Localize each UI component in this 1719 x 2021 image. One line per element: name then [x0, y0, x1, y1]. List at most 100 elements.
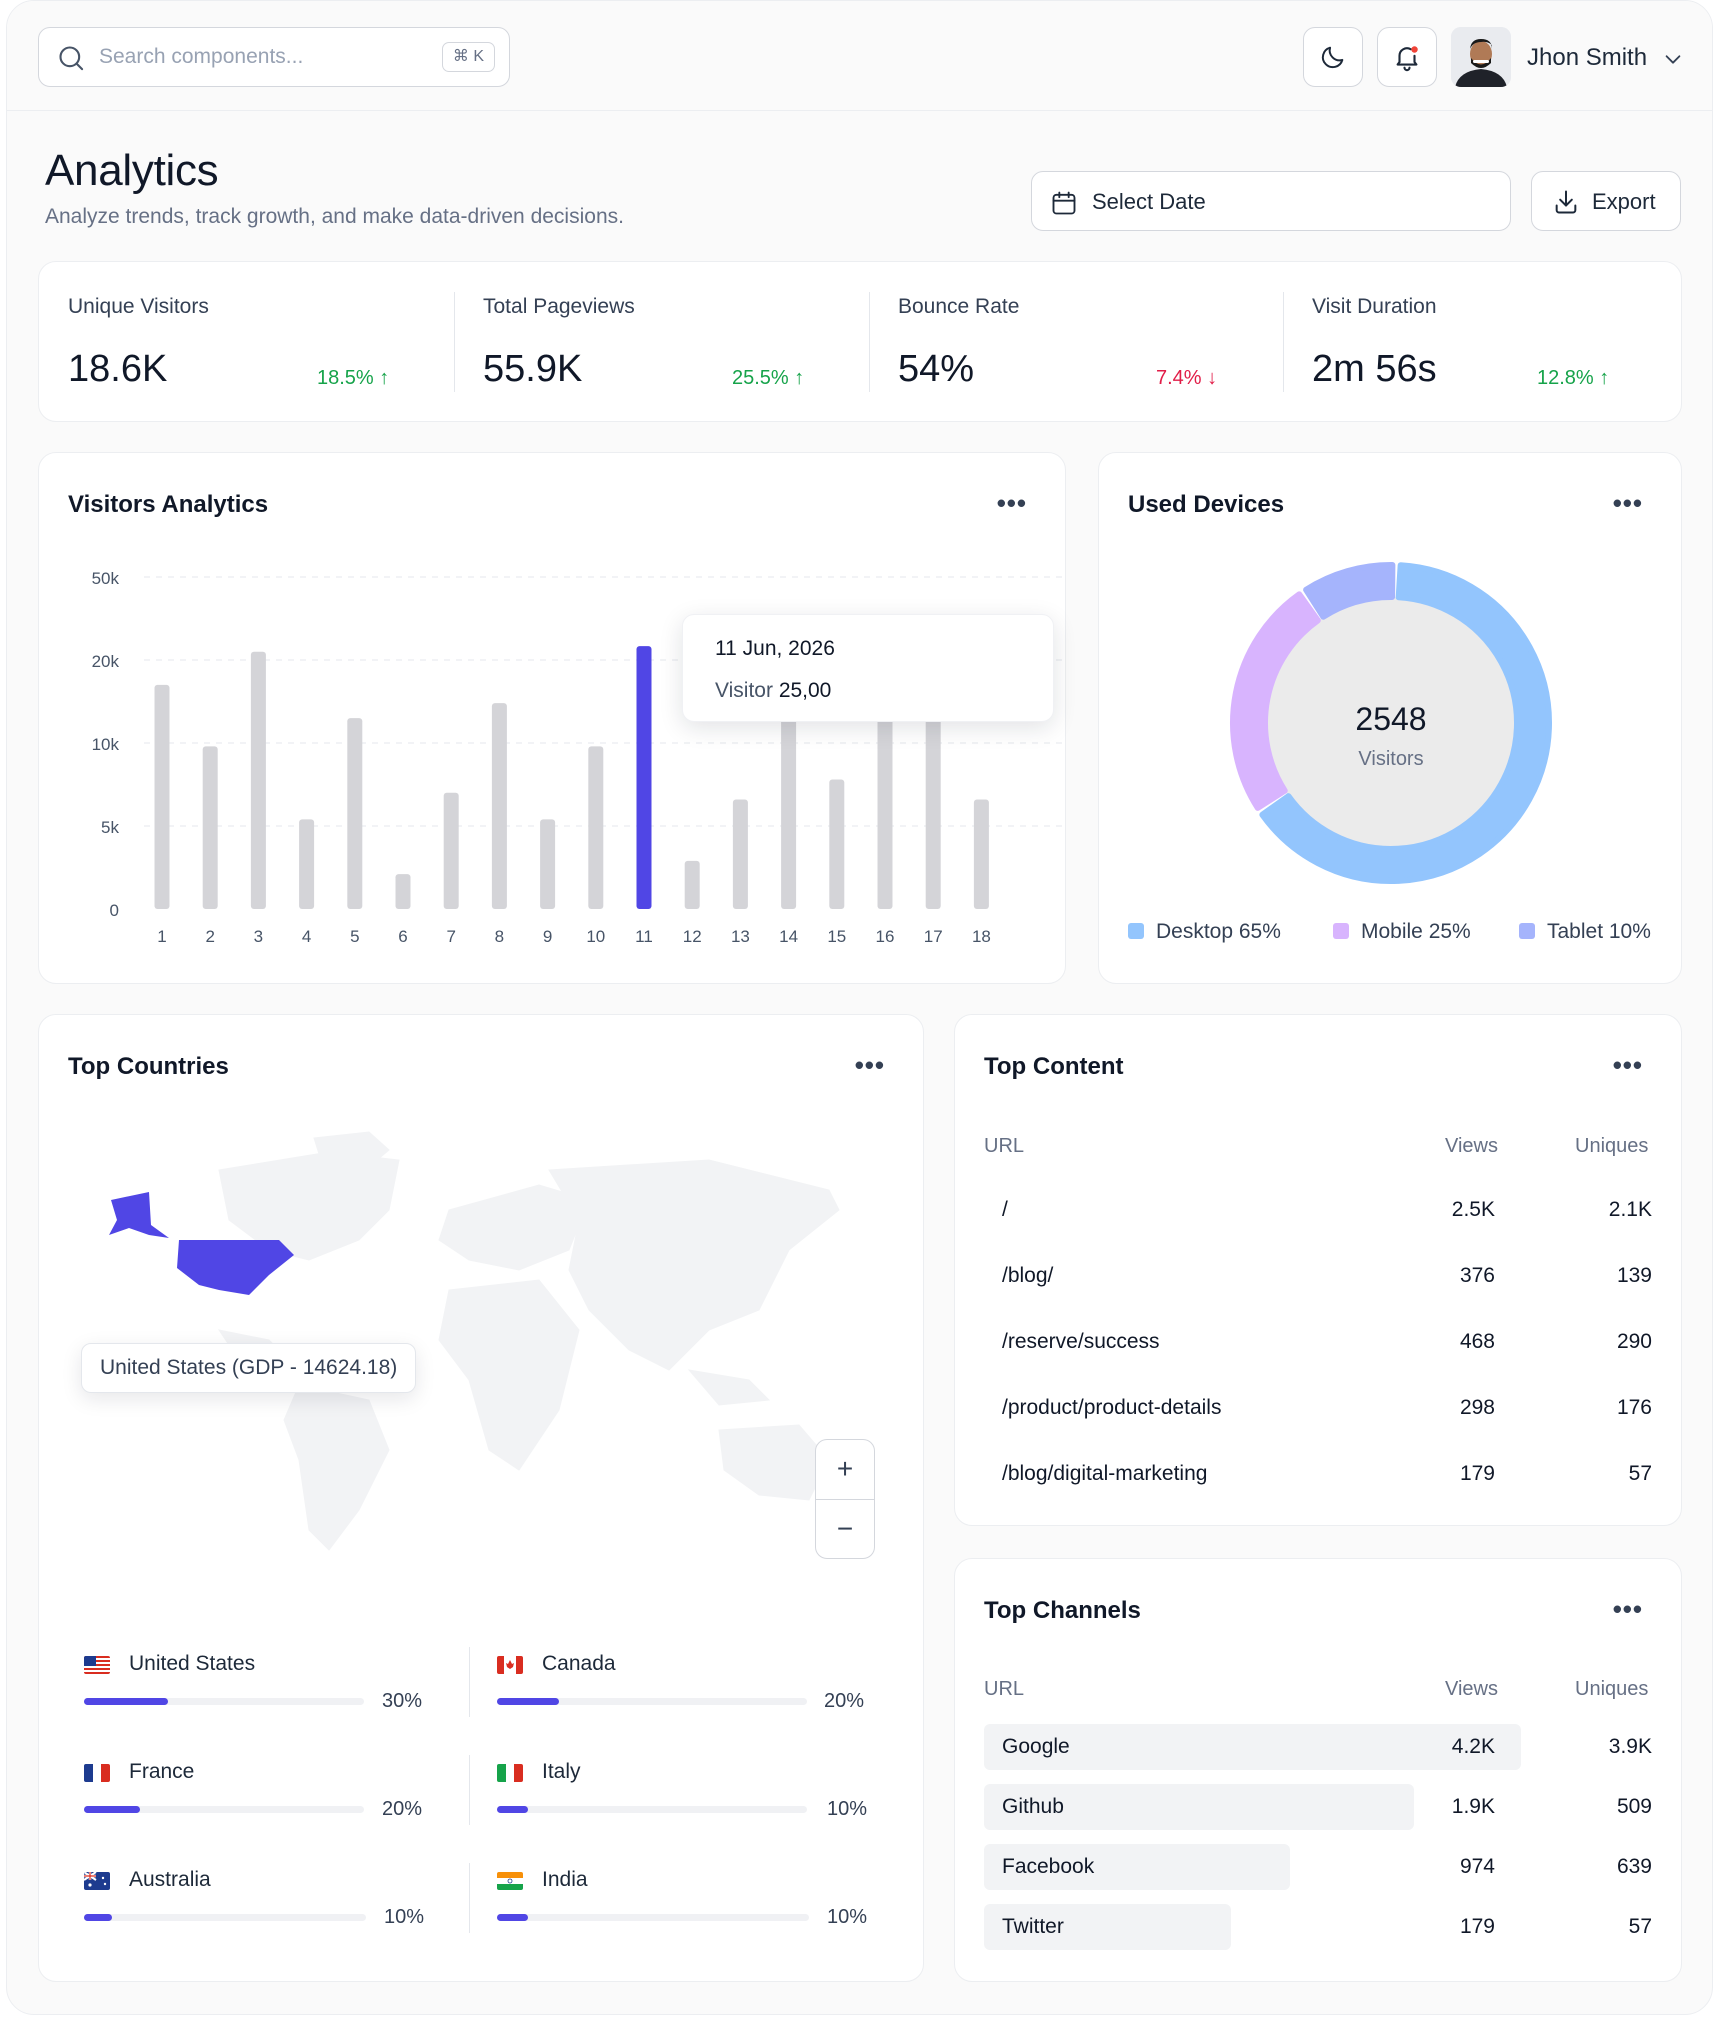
more-options-icon[interactable]: •••: [1612, 488, 1643, 518]
user-name[interactable]: Jhon Smith: [1527, 44, 1648, 71]
cell-views: 298: [1459, 1396, 1495, 1419]
column-header-views: Views: [1445, 1678, 1498, 1700]
column-header-url: URL: [984, 1678, 1025, 1700]
flag-in-icon: [497, 1872, 523, 1890]
zoom-in-button[interactable]: +: [836, 1453, 854, 1484]
country-percent: 20%: [824, 1690, 865, 1712]
cell-uniques: 139: [1616, 1264, 1652, 1287]
y-tick-label: 10k: [92, 735, 120, 754]
progress-track: [84, 1806, 364, 1813]
arrow-up-icon: ↑: [379, 367, 390, 389]
chart-bar: [588, 746, 604, 909]
cell-url[interactable]: /blog/: [1002, 1264, 1054, 1287]
top-bar: Search components... ⌘ K Jhon Smith: [7, 1, 1712, 111]
country-percent: 10%: [827, 1906, 868, 1928]
progress-fill: [84, 1806, 140, 1813]
arrow-up-icon: ↑: [794, 367, 805, 389]
chevron-down-icon[interactable]: [1662, 48, 1684, 70]
select-date-button[interactable]: Select Date: [1031, 171, 1511, 231]
cell-url[interactable]: /blog/digital-marketing: [1002, 1462, 1208, 1485]
chart-bar: [636, 646, 652, 909]
stat-label: Unique Visitors: [68, 295, 209, 318]
progress-fill: [84, 1914, 113, 1921]
cell-url[interactable]: /: [1002, 1198, 1008, 1221]
progress-fill: [497, 1698, 559, 1705]
cell-url[interactable]: /reserve/success: [1002, 1330, 1160, 1353]
cell-uniques: 176: [1616, 1396, 1652, 1419]
map-tooltip: United States (GDP - 14624.18): [81, 1343, 417, 1393]
cell-uniques: 290: [1616, 1330, 1652, 1353]
card-title: Visitors Analytics: [68, 491, 269, 518]
theme-toggle-button[interactable]: [1303, 27, 1363, 87]
page-title: Analytics: [45, 146, 219, 195]
x-tick-label: 16: [876, 927, 895, 946]
column-header-url: URL: [984, 1135, 1025, 1157]
x-tick-label: 10: [586, 927, 605, 946]
chart-bar: [347, 718, 363, 909]
stat-bounce-rate: Bounce Rate 54% 7.4% ↓: [869, 262, 1280, 423]
arrow-up-icon: ↑: [1599, 367, 1610, 389]
country-name: United States: [129, 1652, 256, 1675]
cell-url[interactable]: /product/product-details: [1002, 1396, 1222, 1419]
notifications-button[interactable]: [1377, 27, 1437, 87]
x-tick-label: 14: [779, 927, 798, 946]
donut-total-label: Visitors: [1358, 748, 1424, 770]
more-options-icon[interactable]: •••: [854, 1050, 885, 1080]
search-shortcut-badge: ⌘ K: [441, 42, 495, 72]
chart-bar: [829, 779, 845, 909]
channel-share-bar: [984, 1844, 1291, 1890]
search-input[interactable]: Search components... ⌘ K: [38, 27, 510, 87]
zoom-out-button[interactable]: −: [836, 1513, 854, 1544]
map-region-asia: [548, 1159, 840, 1371]
top-channels-card: Top Channels ••• URL Views Uniques Googl…: [954, 1558, 1682, 1982]
stat-label: Bounce Rate: [898, 295, 1020, 318]
x-tick-label: 6: [398, 927, 407, 946]
country-item-australia: Australia 10%: [84, 1868, 444, 1948]
export-button[interactable]: Export: [1531, 171, 1681, 231]
flag-ca-icon: [497, 1656, 523, 1674]
x-tick-label: 11: [635, 927, 653, 946]
divider: [469, 1647, 470, 1717]
country-name: France: [129, 1760, 195, 1783]
x-tick-label: 17: [924, 927, 943, 946]
cell-uniques: 57: [1628, 1915, 1652, 1938]
flag-fr-icon: [84, 1764, 110, 1782]
country-name: Australia: [129, 1868, 211, 1891]
x-tick-label: 5: [350, 927, 359, 946]
cell-channel[interactable]: Twitter: [1002, 1915, 1064, 1938]
export-label: Export: [1592, 189, 1656, 214]
cell-views: 179: [1459, 1462, 1495, 1485]
avatar[interactable]: [1451, 27, 1511, 87]
more-options-icon[interactable]: •••: [996, 488, 1027, 518]
world-map[interactable]: [69, 1130, 889, 1580]
y-tick-label: 5k: [101, 818, 119, 837]
cell-channel[interactable]: Github: [1002, 1795, 1064, 1818]
cell-channel[interactable]: Facebook: [1002, 1855, 1095, 1878]
chart-bar: [684, 860, 700, 909]
progress-track: [84, 1914, 366, 1921]
chart-bar: [395, 874, 411, 909]
donut-center: [1265, 597, 1517, 849]
chart-bar: [154, 684, 170, 909]
country-item-canada: Canada 20%: [497, 1652, 864, 1732]
progress-track: [497, 1806, 807, 1813]
card-title: Top Channels: [984, 1597, 1141, 1624]
x-tick-label: 9: [543, 927, 552, 946]
top-countries-card: Top Countries •••: [38, 1014, 924, 1982]
x-tick-label: 18: [972, 927, 991, 946]
cell-channel[interactable]: Google: [1002, 1735, 1070, 1758]
stat-value: 2m 56s: [1312, 348, 1437, 390]
stat-unique-visitors: Unique Visitors 18.6K 18.5% ↑: [39, 262, 450, 423]
channel-share-bar: [984, 1904, 1232, 1950]
column-header-uniques: Uniques: [1575, 1135, 1649, 1157]
chart-bar: [732, 799, 748, 909]
more-options-icon[interactable]: •••: [1612, 1050, 1643, 1080]
legend-desktop: Desktop 65%: [1128, 920, 1281, 944]
chart-bar: [973, 799, 989, 909]
channel-share-bar: [984, 1784, 1414, 1830]
search-icon: [59, 46, 84, 71]
more-options-icon[interactable]: •••: [1612, 1594, 1643, 1624]
country-percent: 30%: [382, 1690, 423, 1712]
card-title: Top Content: [984, 1053, 1124, 1080]
